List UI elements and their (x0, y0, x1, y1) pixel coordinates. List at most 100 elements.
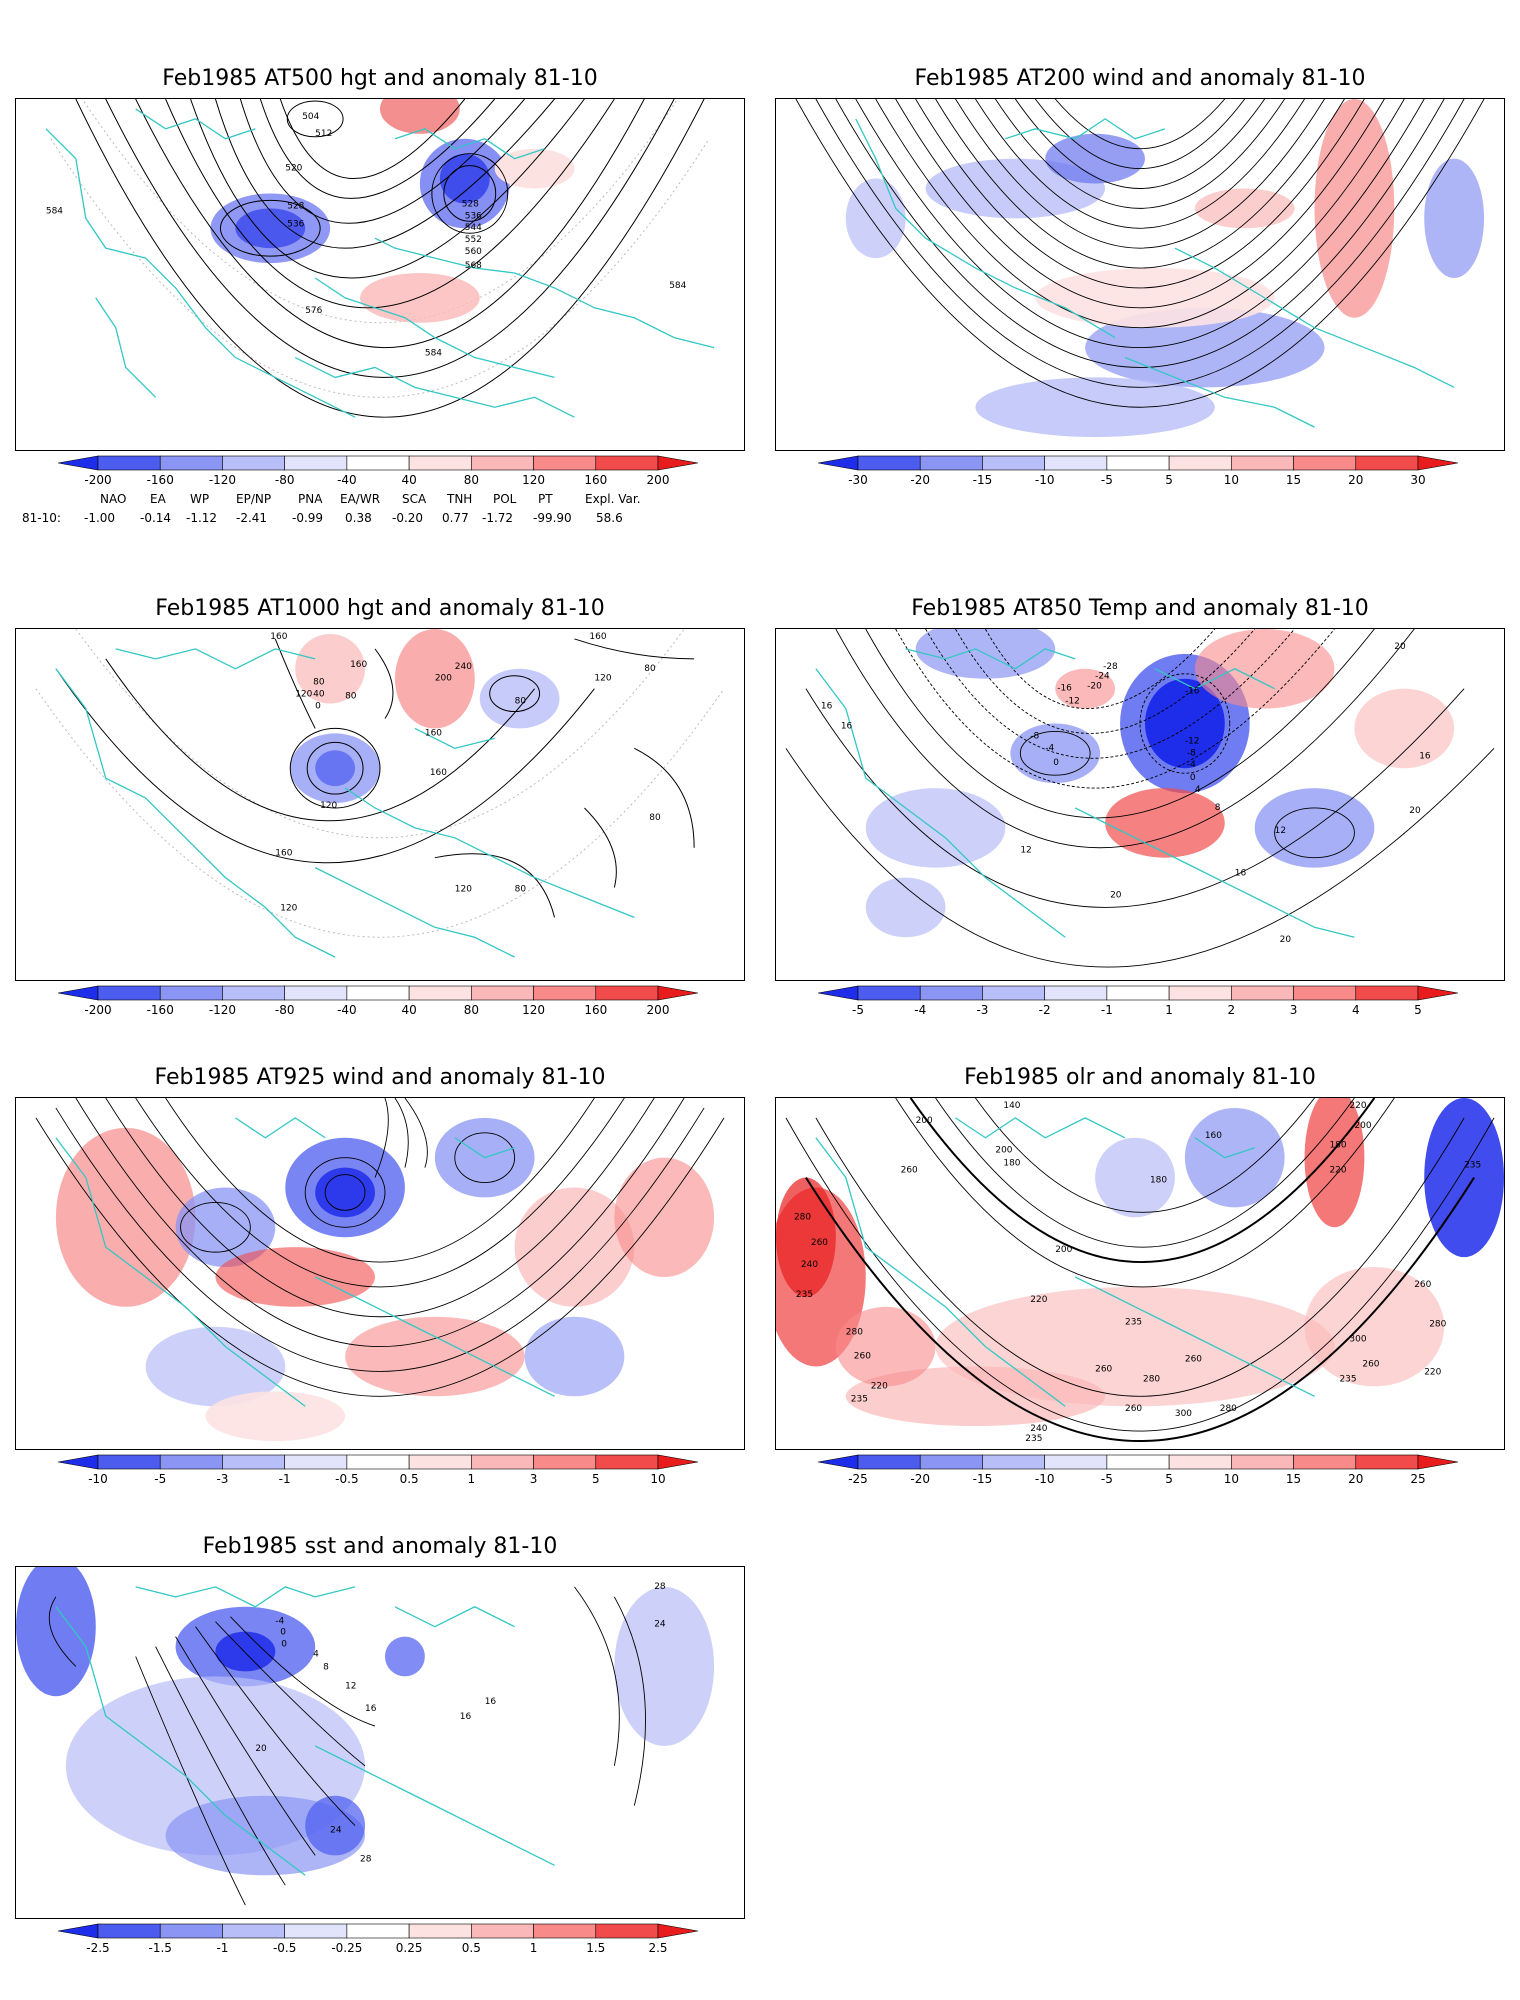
colorbar-tick-label: 80 (464, 1003, 479, 1017)
svg-text:16: 16 (1419, 751, 1431, 761)
colorbar-swatch (408, 1923, 472, 1939)
svg-text:140: 140 (1003, 1101, 1020, 1111)
svg-text:160: 160 (270, 632, 287, 642)
svg-text:40: 40 (313, 690, 325, 700)
panel-title-sst: Feb1985 sst and anomaly 81-10 (202, 1534, 558, 1559)
colorbar-swatch (284, 985, 348, 1001)
svg-text:560: 560 (465, 247, 482, 257)
svg-text:280: 280 (794, 1212, 811, 1222)
svg-text:160: 160 (275, 849, 292, 859)
colorbar-tick-label: -3 (976, 1003, 988, 1017)
colorbar-swatch (919, 455, 983, 471)
svg-text:260: 260 (1362, 1359, 1379, 1369)
colorbar-tick-label: -10 (1035, 473, 1055, 487)
svg-text:235: 235 (1125, 1318, 1142, 1328)
svg-text:180: 180 (1329, 1141, 1346, 1151)
colorbar-swatch (346, 1454, 410, 1470)
svg-text:0: 0 (280, 1628, 286, 1638)
colorbar-swatch (1044, 1454, 1108, 1470)
colorbar-tick-label: 1 (1165, 1003, 1173, 1017)
colorbar-tick-label: 5 (1165, 1472, 1173, 1486)
svg-text:280: 280 (846, 1328, 863, 1338)
svg-text:160: 160 (589, 632, 606, 642)
colorbar-tick-label: 3 (530, 1472, 538, 1486)
svg-text:512: 512 (315, 129, 332, 139)
svg-text:20: 20 (1280, 935, 1292, 945)
colorbar-tick-label: 120 (522, 1003, 545, 1017)
colorbar-tick-label: 15 (1286, 1472, 1301, 1486)
svg-text:280: 280 (1220, 1404, 1237, 1414)
svg-text:235: 235 (1025, 1434, 1042, 1444)
colorbar-tick-label: 200 (647, 1003, 670, 1017)
svg-text:200: 200 (916, 1116, 933, 1126)
colorbar-tick-label: 5 (1414, 1003, 1422, 1017)
svg-text:-16: -16 (1057, 684, 1072, 694)
svg-text:80: 80 (313, 678, 325, 688)
colorbar-tick-label: 0.25 (396, 1941, 423, 1955)
colorbar-tick-label: -2 (1039, 1003, 1051, 1017)
svg-text:80: 80 (515, 885, 527, 895)
svg-text:120: 120 (455, 885, 472, 895)
colorbar-swatch (57, 455, 99, 471)
colorbar-svg: -2.5 -1.5 -1 -0.5 -0.25 0.25 0.5 1 1.5 2.5 (57, 1923, 699, 1955)
panel-title-200wind: Feb1985 AT200 wind and anomaly 81-10 (914, 66, 1366, 91)
colorbar-tick-label: 15 (1286, 473, 1301, 487)
svg-text:220: 220 (1329, 1166, 1346, 1176)
colorbar-tick-label: 1 (468, 1472, 476, 1486)
index-header: PNA (298, 492, 323, 506)
svg-text:200: 200 (1354, 1121, 1371, 1131)
colorbar-tick-label: -0.5 (273, 1941, 296, 1955)
svg-text:260: 260 (854, 1352, 871, 1362)
svg-text:-20: -20 (1087, 682, 1102, 692)
svg-text:12: 12 (345, 1681, 356, 1691)
colorbar-tick-label: -20 (910, 473, 930, 487)
index-value: -1.12 (186, 511, 218, 525)
colorbar-tick-label: 1 (530, 1941, 538, 1955)
colorbar-svg: -5 -4 -3 -2 -1 1 2 3 4 5 (817, 985, 1459, 1017)
colorbar-tick-label: -1 (216, 1941, 228, 1955)
panel-title-1000hgt: Feb1985 AT1000 hgt and anomaly 81-10 (155, 596, 605, 621)
colorbar-swatch (857, 455, 921, 471)
svg-text:12: 12 (1275, 826, 1286, 836)
map-200wind (775, 98, 1505, 451)
colorbar-tick-label: 2.5 (648, 1941, 667, 1955)
svg-text:-12: -12 (1065, 697, 1080, 707)
colorbar-swatch (919, 985, 983, 1001)
svg-text:260: 260 (901, 1166, 918, 1176)
colorbar-tick-label: -120 (209, 1003, 236, 1017)
svg-text:220: 220 (1424, 1367, 1441, 1377)
colorbar-svg: -25 -20 -15 -10 -5 5 10 15 20 25 (817, 1454, 1459, 1486)
colorbar-swatch (471, 1923, 534, 1939)
colorbar-swatch (595, 1454, 659, 1470)
index-value: -0.14 (140, 511, 172, 525)
colorbar-swatch (1231, 985, 1294, 1001)
svg-text:584: 584 (669, 281, 686, 291)
colorbar-swatch (657, 1454, 699, 1470)
svg-text:-8: -8 (1187, 748, 1196, 758)
colorbar-swatch (533, 455, 597, 471)
colorbar-swatch (408, 1454, 472, 1470)
colorbar-tick-label: -160 (147, 1003, 174, 1017)
colorbar-swatch (57, 1923, 99, 1939)
colorbar-swatch (533, 985, 597, 1001)
svg-text:28: 28 (360, 1854, 372, 1864)
svg-text:220: 220 (1349, 1101, 1366, 1111)
colorbar-swatch (1168, 985, 1232, 1001)
colorbar-swatch (533, 1454, 597, 1470)
panel-title-925wind: Feb1985 AT925 wind and anomaly 81-10 (154, 1065, 606, 1090)
index-header: NAO (100, 492, 127, 506)
colorbar-tick-label: -5 (154, 1472, 166, 1486)
svg-text:8: 8 (323, 1662, 329, 1672)
contour-labels-850: 16 16 -16 -12 -28 -24 -20 -16 -8 -4 0 -1… (821, 642, 1431, 945)
colorbar-swatch (1417, 455, 1459, 471)
svg-text:240: 240 (1030, 1424, 1047, 1434)
colorbar-tick-label: 20 (1348, 473, 1363, 487)
contour-labels-olr: 140 200 260 280 260 240 235 280 260 235 … (794, 1101, 1481, 1444)
colorbar-tick-label: 10 (1224, 473, 1239, 487)
colorbar-swatch (857, 985, 921, 1001)
colorbar-swatch (1044, 985, 1108, 1001)
colorbar-swatch (222, 1454, 285, 1470)
colorbar-tick-label: -15 (973, 1472, 993, 1486)
colorbar-swatch (1293, 985, 1357, 1001)
svg-text:0: 0 (1053, 758, 1059, 768)
